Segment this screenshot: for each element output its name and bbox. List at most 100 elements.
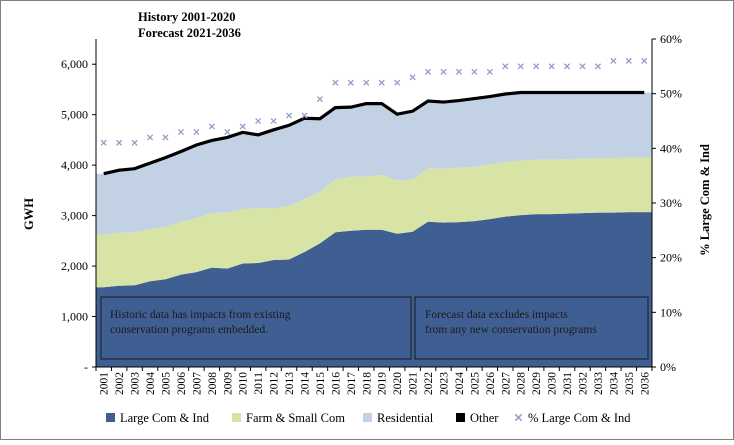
y-axis-label: GWH <box>22 198 36 230</box>
x-tick-label: 2018 <box>361 372 373 395</box>
y-tick-label: 5,000 <box>61 108 88 122</box>
pct-point <box>146 134 154 141</box>
y-tick-label: 6,000 <box>61 57 88 71</box>
y2-axis-label: % Large Com & Ind <box>698 144 712 256</box>
pct-point <box>116 139 123 146</box>
stacked-areas <box>96 92 652 367</box>
y2-tick-label: 20% <box>660 251 682 265</box>
pct-point <box>486 68 493 75</box>
legend-label-large-com-ind: % Large Com & Ind <box>528 411 631 425</box>
x-tick-label: 2025 <box>469 372 481 395</box>
area-large-com-ind <box>96 212 652 367</box>
pct-point <box>502 63 509 70</box>
x-tick-label: 2002 <box>114 372 126 395</box>
pct-point <box>224 128 231 135</box>
pct-point <box>255 117 262 125</box>
pct-point <box>347 79 354 86</box>
pct-point <box>193 128 200 135</box>
pct-point <box>316 96 324 103</box>
pct-point <box>285 112 293 119</box>
legend: Large Com & Ind Farm & Small Com Residenti… <box>106 411 631 425</box>
y2-tick-label: 40% <box>660 141 682 155</box>
x-tick-label: 2031 <box>562 372 574 395</box>
x-tick-label: 2007 <box>191 372 203 395</box>
x-tick-label: 2011 <box>253 372 265 395</box>
y2-tick-label: 30% <box>660 196 682 210</box>
x-tick-label: 2027 <box>500 372 512 395</box>
x-tick-label: 2014 <box>300 372 312 395</box>
x-tick-label: 2020 <box>392 372 404 395</box>
pct-point <box>162 134 169 141</box>
pct-point <box>177 128 185 135</box>
legend-label-residential: Residential <box>377 411 434 425</box>
x-tick-label: 2015 <box>315 372 327 395</box>
x-tick-label: 2006 <box>176 372 188 395</box>
pct-point <box>239 123 246 130</box>
title-line-history: History 2001-2020 <box>138 10 236 24</box>
pct-point <box>471 68 478 75</box>
x-tick-label: 2008 <box>207 372 219 395</box>
y2-tick-label: 60% <box>660 32 682 46</box>
area-farm-small-com <box>96 157 652 288</box>
y-tick-label: 4,000 <box>61 158 88 172</box>
x-tick-label: 2034 <box>608 372 620 395</box>
x-tick-label: 2024 <box>454 372 466 395</box>
legend-label-farm-small-com: Farm & Small Com <box>246 411 345 425</box>
annotation-box-forecast <box>414 296 649 360</box>
y2-tick-label: 0% <box>660 360 676 374</box>
pct-point <box>533 63 540 70</box>
pct-point <box>594 63 602 70</box>
legend-swatch-farm-small-com <box>232 413 241 422</box>
pct-point <box>332 79 339 86</box>
x-tick-label: 2029 <box>531 372 543 395</box>
y-tick-label: - <box>84 360 88 374</box>
y-tick-label: 2,000 <box>61 259 88 273</box>
pct-point <box>440 68 447 75</box>
axes: - 1,000 2,000 3,000 4,000 5,000 6,000 0% 10% 20% 3… <box>61 32 682 395</box>
legend-marker-large-com-ind <box>514 413 523 422</box>
x-tick-label: 2033 <box>593 372 605 395</box>
annotation-box-historic <box>100 296 412 360</box>
pct-point <box>610 57 617 64</box>
pct-point <box>641 57 648 64</box>
pct-point <box>131 139 138 146</box>
x-tick-label: 2005 <box>161 372 173 395</box>
x-tick-label: 2012 <box>269 372 281 395</box>
chart-title: History 2001-2020 Forecast 2021-2036 <box>138 10 241 40</box>
pct-point <box>563 63 571 70</box>
pct-point <box>625 57 632 64</box>
pct-point <box>363 79 370 86</box>
x-tick-label: 2022 <box>423 372 435 395</box>
y-tick-label: 1,000 <box>61 310 88 324</box>
pct-point <box>378 79 385 86</box>
x-tick-label: 2036 <box>639 372 651 395</box>
pct-series-points <box>100 57 648 146</box>
x-tick-label: 2016 <box>330 372 342 395</box>
pct-point <box>208 123 215 130</box>
x-tick-label: 2026 <box>485 372 497 395</box>
x-tick-label: 2032 <box>578 372 590 395</box>
pct-point <box>394 79 401 86</box>
total-line-group <box>103 90 645 176</box>
x-tick-label: 2017 <box>346 372 358 395</box>
x-tick-label: 2009 <box>222 372 234 395</box>
x-tick-label: 2035 <box>624 372 636 395</box>
legend-swatch-other <box>456 413 465 422</box>
y2-tick-label: 50% <box>660 87 682 101</box>
x-tick-label: 2003 <box>130 372 142 395</box>
legend-swatch-residential <box>363 413 372 422</box>
x-tick-label: 2030 <box>547 372 559 395</box>
pct-point <box>301 112 308 119</box>
pct-point <box>517 63 524 70</box>
annotation-forecast: Forecast data excludes impacts from any … <box>425 309 597 336</box>
y-tick-label: 3,000 <box>61 209 88 223</box>
legend-label-other: Other <box>470 411 499 425</box>
x-tick-label: 2010 <box>238 372 250 395</box>
pct-point <box>424 68 432 75</box>
y2-tick-label: 10% <box>660 305 682 319</box>
x-tick-label: 2001 <box>99 372 111 395</box>
x-tick-label: 2004 <box>145 372 157 395</box>
legend-swatch-large-com-ind <box>106 413 115 422</box>
